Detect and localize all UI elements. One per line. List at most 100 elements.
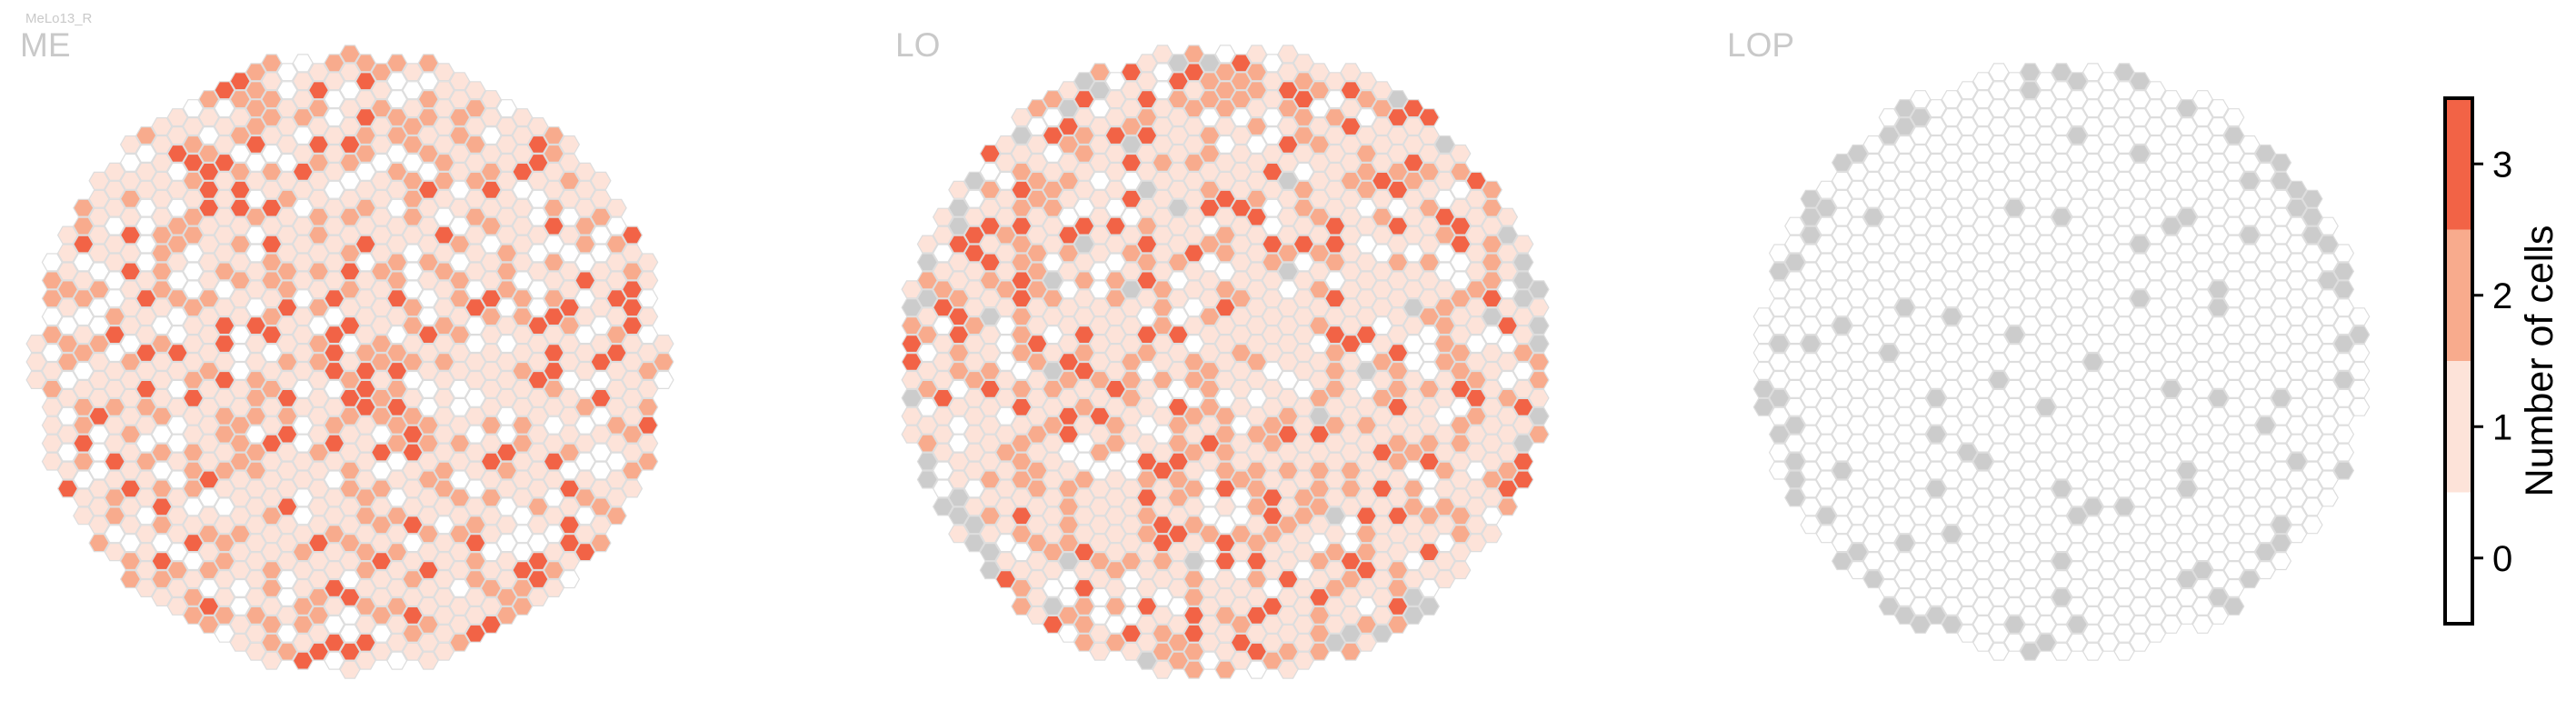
hex-cell bbox=[964, 388, 985, 407]
hex-cell bbox=[2270, 461, 2292, 480]
hex-cell bbox=[2144, 335, 2167, 354]
hex-cell bbox=[979, 198, 1001, 217]
hex-cell bbox=[119, 298, 142, 317]
hex-cell bbox=[245, 388, 267, 407]
hex-cell bbox=[1831, 425, 1853, 444]
hex-cell bbox=[1831, 280, 1853, 299]
hex-cell bbox=[1104, 126, 1126, 145]
hex-cell bbox=[1450, 470, 1472, 489]
hex-cell bbox=[543, 271, 564, 290]
hex-cell bbox=[1183, 63, 1205, 82]
hex-cell bbox=[948, 379, 970, 398]
hex-cell bbox=[1910, 253, 1932, 272]
hex-cell bbox=[2176, 353, 2198, 371]
hex-cell bbox=[1831, 388, 1853, 407]
hex-cell bbox=[1308, 516, 1331, 535]
hex-cell bbox=[1262, 72, 1283, 91]
hex-cell bbox=[1481, 253, 1503, 272]
hex-cell bbox=[1245, 425, 1268, 444]
hex-cell bbox=[2207, 606, 2230, 625]
hex-grid-lo bbox=[901, 45, 1550, 679]
hex-cell bbox=[324, 344, 345, 363]
hex-cell bbox=[2192, 488, 2213, 507]
hex-cell bbox=[1893, 298, 1916, 317]
hex-cell bbox=[543, 144, 564, 163]
hex-cell bbox=[2035, 162, 2057, 181]
hex-cell bbox=[558, 280, 581, 299]
hex-cell bbox=[1183, 189, 1205, 208]
hex-cell bbox=[964, 298, 985, 317]
hex-cell bbox=[324, 144, 345, 163]
hex-cell bbox=[1324, 488, 1346, 507]
hex-cell bbox=[402, 153, 424, 172]
hex-cell bbox=[198, 325, 220, 345]
hex-cell bbox=[2019, 81, 2042, 100]
hex-cell bbox=[1465, 171, 1487, 190]
hex-cell bbox=[324, 633, 345, 652]
hex-cell bbox=[1956, 606, 1979, 625]
hex-cell bbox=[1925, 99, 1947, 118]
hex-cell bbox=[229, 90, 251, 109]
hex-cell bbox=[2286, 434, 2308, 453]
hex-cell bbox=[1355, 325, 1377, 345]
hex-cell bbox=[402, 63, 424, 82]
hex-cell bbox=[2144, 552, 2167, 571]
hex-cell bbox=[1104, 525, 1126, 544]
hex-cell bbox=[543, 452, 564, 471]
hex-cell bbox=[245, 225, 267, 245]
hex-cell bbox=[1073, 361, 1095, 380]
hex-cell bbox=[402, 388, 424, 407]
hex-cell bbox=[621, 425, 644, 444]
hex-cell bbox=[979, 470, 1001, 489]
hex-cell bbox=[324, 452, 345, 471]
hex-cell bbox=[370, 497, 393, 516]
hex-cell bbox=[2286, 452, 2308, 471]
hex-cell bbox=[1277, 99, 1299, 118]
hex-cell bbox=[182, 370, 205, 389]
hex-cell bbox=[182, 353, 205, 371]
hex-cell bbox=[1104, 379, 1126, 398]
hex-cell bbox=[1941, 434, 1962, 453]
hex-cell bbox=[1057, 552, 1080, 571]
hex-cell bbox=[1433, 171, 1456, 190]
hex-cell bbox=[354, 126, 376, 145]
hex-cell bbox=[182, 244, 205, 263]
hex-cell bbox=[574, 162, 596, 181]
hex-cell bbox=[1956, 244, 1979, 263]
hex-cell bbox=[2192, 126, 2213, 145]
hex-cell bbox=[198, 180, 220, 199]
hex-cell bbox=[2051, 388, 2072, 407]
hex-cell bbox=[605, 198, 627, 217]
hex-cell bbox=[1355, 560, 1377, 580]
hex-cell bbox=[2161, 416, 2182, 435]
hex-cell bbox=[979, 452, 1001, 471]
hex-cell bbox=[2223, 180, 2245, 199]
hex-cell bbox=[2239, 207, 2261, 226]
hex-cell bbox=[151, 587, 173, 607]
hex-cell bbox=[1120, 335, 1143, 354]
hex-cell bbox=[480, 253, 502, 272]
hex-cell bbox=[1893, 335, 1916, 354]
hex-cell bbox=[2176, 280, 2198, 299]
hex-cell bbox=[1340, 262, 1362, 281]
hex-cell bbox=[245, 99, 267, 118]
hex-cell bbox=[2051, 207, 2072, 226]
hex-cell bbox=[2176, 425, 2198, 444]
hex-cell bbox=[1293, 596, 1314, 616]
hex-cell bbox=[2223, 216, 2245, 235]
hex-cell bbox=[182, 298, 205, 317]
hex-cell bbox=[229, 180, 251, 199]
hex-cell bbox=[2035, 361, 2057, 380]
hex-cell bbox=[1324, 470, 1346, 489]
hex-cell bbox=[339, 81, 361, 100]
hex-cell bbox=[590, 461, 612, 480]
hex-cell bbox=[1956, 425, 1979, 444]
hex-cell bbox=[1340, 353, 1362, 371]
hex-cell bbox=[480, 506, 502, 526]
hex-cell bbox=[1433, 262, 1456, 281]
hex-cell bbox=[1988, 135, 2010, 154]
hex-cell bbox=[2207, 135, 2230, 154]
hex-cell bbox=[1418, 596, 1440, 616]
hex-cell bbox=[1371, 606, 1393, 625]
hex-cell bbox=[979, 525, 1001, 544]
